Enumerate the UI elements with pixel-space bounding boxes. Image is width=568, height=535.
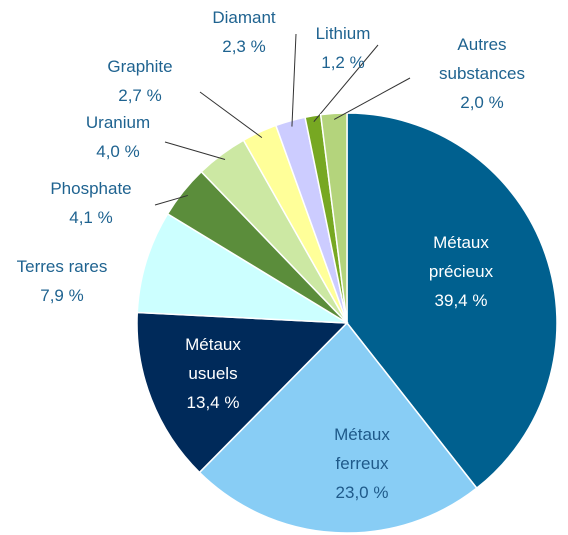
leader-line [291, 33, 297, 127]
category-label: Phosphate [50, 179, 132, 198]
slice-label: Graphite 2,7 % [80, 52, 200, 110]
category-label: Diamant [212, 8, 276, 27]
value-label: 39,4 % [434, 291, 488, 310]
category-label: Métaux précieux [428, 233, 494, 281]
value-label: 4,1 % [69, 208, 113, 227]
value-label: 4,0 % [96, 142, 140, 161]
pie-slice [198, 321, 478, 534]
category-label: Autres substances [439, 35, 525, 83]
category-label: Uranium [85, 113, 151, 132]
category-label: Graphite [107, 57, 173, 76]
value-label: 7,9 % [40, 286, 84, 305]
category-label: Terres rares [16, 257, 108, 276]
value-label: 2,3 % [222, 37, 266, 56]
slice-label: Diamant 2,3 % [184, 3, 304, 61]
value-label: 1,2 % [321, 53, 365, 72]
leader-line [199, 91, 263, 139]
slice-label: Métaux usuels 13,4 % [168, 330, 258, 417]
leader-line [313, 44, 379, 123]
slice-label: Métaux précieux 39,4 % [416, 228, 506, 315]
leader-line [333, 77, 411, 120]
value-label: 2,0 % [460, 93, 504, 112]
category-label: Lithium [315, 24, 371, 43]
value-label: 13,4 % [186, 393, 240, 412]
value-label: 2,7 % [118, 86, 162, 105]
slice-label: Autres substances 2,0 % [422, 30, 542, 117]
value-label: 23,0 % [335, 483, 389, 502]
pie-slice [136, 212, 348, 324]
pie-slice [319, 112, 348, 324]
slice-label: Uranium 4,0 % [58, 108, 178, 166]
slice-label: Terres rares 7,9 % [0, 252, 132, 310]
pie-slice [346, 112, 558, 490]
slice-label: Phosphate 4,1 % [31, 174, 151, 232]
pie-slice [136, 311, 349, 474]
leader-line [154, 194, 188, 206]
category-label: Métaux usuels [185, 335, 241, 383]
leader-line [164, 141, 226, 160]
category-label: Métaux ferreux [334, 425, 390, 473]
slice-label: Métaux ferreux 23,0 % [317, 420, 407, 507]
slice-label: Lithium 1,2 % [283, 19, 403, 77]
